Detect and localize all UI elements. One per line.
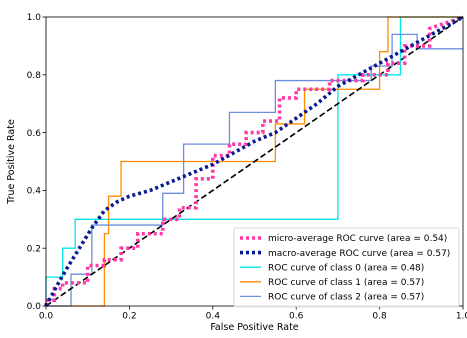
y-tick-label: 0.2 bbox=[27, 244, 41, 254]
y-tick-label: 0.8 bbox=[27, 71, 42, 81]
series-line-0 bbox=[44, 15, 464, 306]
legend-label: micro-average ROC curve (area = 0.54) bbox=[268, 234, 447, 244]
y-axis-ticks: 0.0 0.2 0.4 0.6 0.8 1.0 bbox=[27, 13, 46, 312]
x-tick-label: 0.8 bbox=[372, 312, 387, 322]
y-tick-label: 0.0 bbox=[27, 302, 42, 312]
plot-area bbox=[44, 15, 464, 307]
chance-diagonal-line bbox=[45, 16, 464, 307]
x-tick-label: 0.4 bbox=[206, 312, 221, 322]
y-tick-label: 0.6 bbox=[27, 129, 42, 139]
legend-label: ROC curve of class 1 (area = 0.57) bbox=[268, 278, 424, 288]
y-tick-label: 1.0 bbox=[27, 13, 42, 23]
legend: micro-average ROC curve (area = 0.54) mac… bbox=[233, 227, 460, 308]
series-line-1 bbox=[44, 15, 464, 307]
x-tick-label: 0.2 bbox=[122, 312, 136, 322]
x-axis-label: False Positive Rate bbox=[210, 322, 298, 333]
legend-label: ROC curve of class 0 (area = 0.48) bbox=[268, 263, 424, 273]
x-axis-ticks: 0.0 0.2 0.4 0.6 0.8 1.0 bbox=[39, 306, 467, 322]
series-line-4 bbox=[46, 33, 463, 307]
series-line-3 bbox=[46, 16, 463, 307]
y-tick-label: 0.4 bbox=[27, 187, 42, 197]
x-tick-label: 1.0 bbox=[456, 312, 467, 322]
legend-label: macro-average ROC curve (area = 0.57) bbox=[268, 249, 450, 259]
x-tick-label: 0.6 bbox=[289, 312, 304, 322]
legend-box bbox=[233, 227, 460, 308]
y-axis-label: True Positive Rate bbox=[6, 119, 17, 205]
legend-label: ROC curve of class 2 (area = 0.57) bbox=[268, 293, 424, 303]
x-tick-label: 0.0 bbox=[39, 312, 54, 322]
